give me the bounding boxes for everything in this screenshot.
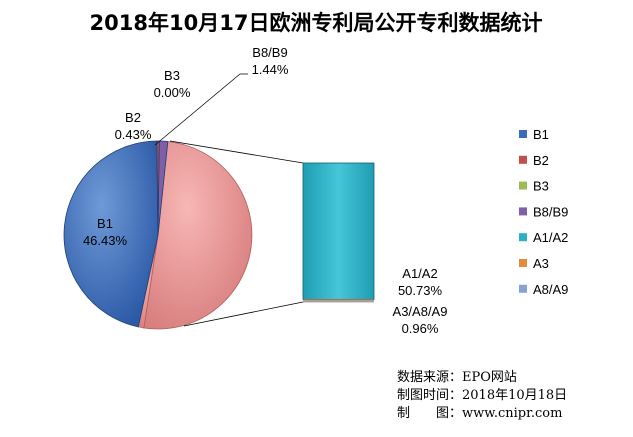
label-b1: B1 46.43%	[83, 216, 128, 248]
legend-swatch	[519, 233, 527, 242]
legend-swatch	[519, 130, 527, 138]
legend-label: B1	[533, 127, 549, 142]
connector-top	[169, 140, 304, 164]
label-a1a2: A1/A2 50.73%	[398, 266, 443, 298]
label-a3a8a9: A3/A8/A9 0.96%	[393, 304, 448, 336]
date-line: 制图时间：2018年10月18日	[397, 388, 567, 403]
legend-swatch	[519, 181, 527, 190]
maker-line: 制 图：www.cnipr.com	[397, 406, 562, 421]
bar-segment-a3	[303, 299, 374, 301]
legend-label: B8/B9	[533, 204, 568, 219]
bar-segment-a8-a9	[303, 300, 374, 303]
slice-labels: B1 46.43% B2 0.43%B3 0.00% B8/B9 1.44% A1/A2 50.…	[83, 45, 448, 336]
legend: B1 B2 B3 B8/B9 A1/A2 A3 A8/A9	[519, 127, 568, 297]
label-b8b9: B8/B9 1.44%	[252, 45, 289, 77]
source-line: 数据来源：EPO网站	[397, 370, 517, 385]
pie-slice-b1	[63, 140, 159, 328]
chart-title: 2018年10月17日欧洲专利局公开专利数据统计	[90, 11, 543, 35]
bar-segment-a1-a2	[302, 162, 375, 300]
stacked-bar	[302, 162, 375, 303]
connector-lines	[169, 140, 304, 327]
legend-swatch	[519, 284, 527, 293]
pie	[63, 140, 253, 330]
legend-swatch	[519, 155, 527, 164]
legend-label: B2	[533, 153, 549, 168]
legend-label: A3	[533, 256, 549, 271]
legend-swatch	[519, 207, 527, 216]
label-b3: B3 0.00%	[154, 68, 191, 100]
source-note: 数据来源：EPO网站 制图时间：2018年10月18日 制 图：www.cnip…	[397, 370, 567, 421]
label-b2: B2 0.43%	[115, 110, 152, 142]
leader-b8b9	[154, 73, 248, 146]
pie-slice-a1-a2	[143, 141, 253, 330]
legend-label: B3	[533, 179, 549, 194]
legend-label: A8/A9	[533, 282, 568, 297]
connector-bottom	[183, 301, 304, 327]
legend-label: A1/A2	[533, 230, 568, 245]
legend-swatch	[519, 259, 527, 267]
